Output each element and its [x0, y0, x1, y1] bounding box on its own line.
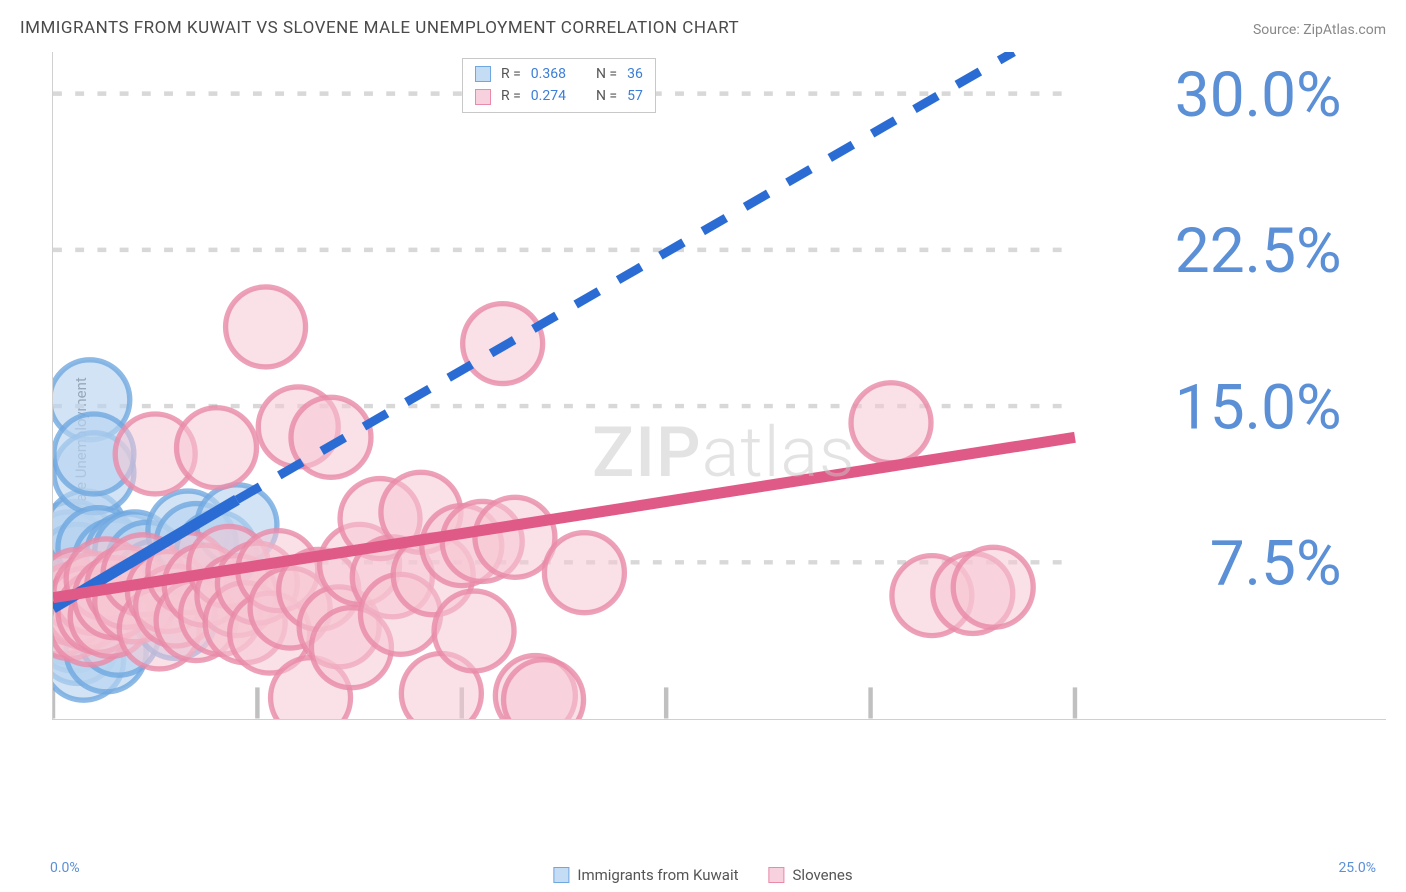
axis-tick-label: 25.0% — [1338, 860, 1376, 876]
stat-n-label: N = — [596, 85, 617, 107]
stats-row: R = 0.368 N = 36 — [475, 63, 643, 85]
legend-label: Immigrants from Kuwait — [577, 866, 738, 884]
series-swatch — [475, 66, 491, 82]
stat-n-value: 57 — [627, 85, 643, 107]
svg-text:15.0%: 15.0% — [1175, 371, 1342, 444]
scatter-plot: 7.5% 15.0% 22.5% 30.0% — [52, 52, 1386, 720]
svg-text:22.5%: 22.5% — [1175, 215, 1342, 288]
correlation-stats-box: R = 0.368 N = 36 R = 0.274 N = 57 — [462, 58, 656, 113]
chart-area: 7.5%15.0%22.5%30.0% ZIPatlas R = 0.368N … — [52, 52, 1386, 852]
stat-r-value: 0.368 — [531, 63, 566, 85]
svg-text:30.0%: 30.0% — [1175, 59, 1342, 132]
legend-label: Slovenes — [793, 866, 853, 884]
legend-swatch — [553, 867, 569, 883]
chart-title: IMMIGRANTS FROM KUWAIT VS SLOVENE MALE U… — [20, 18, 739, 38]
stat-n-label: N = — [596, 63, 617, 85]
svg-text:7.5%: 7.5% — [1210, 528, 1342, 601]
bottom-legend: Immigrants from Kuwait Slovenes — [553, 866, 852, 884]
source-attribution: Source: ZipAtlas.com — [1253, 22, 1386, 38]
stat-r-label: R = — [501, 85, 521, 107]
stat-r-value: 0.274 — [531, 85, 566, 107]
legend-item: Immigrants from Kuwait — [553, 866, 738, 884]
axis-tick-label: 0.0% — [50, 860, 80, 876]
stat-r-label: R = — [501, 63, 521, 85]
legend-item: Slovenes — [769, 866, 853, 884]
legend-swatch — [769, 867, 785, 883]
stat-n-value: 36 — [627, 63, 643, 85]
series-swatch — [475, 89, 491, 105]
stats-row: R = 0.274 N = 57 — [475, 85, 643, 107]
